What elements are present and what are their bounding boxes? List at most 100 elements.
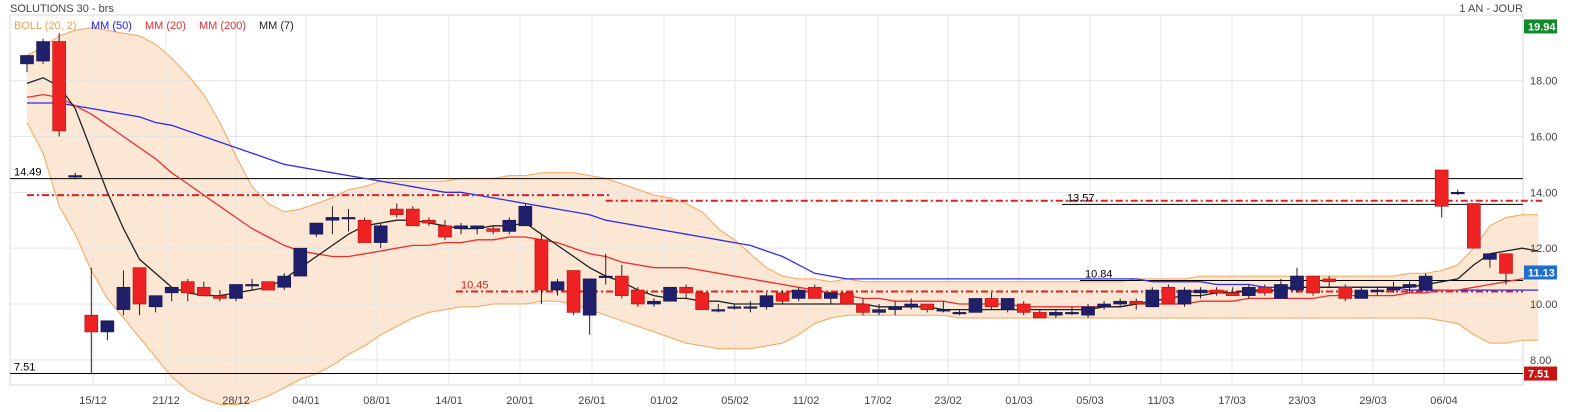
bollinger-upper-line: [26, 27, 1539, 283]
candle-body: [116, 286, 131, 310]
candle-body: [1467, 203, 1481, 249]
candle-body: [52, 41, 66, 132]
price-tag-label-1: 11.13: [1528, 267, 1555, 279]
price-tag-2: [1524, 366, 1557, 381]
candle-body: [1177, 289, 1192, 305]
candle-body: [1434, 169, 1449, 207]
candle-body: [1016, 303, 1031, 313]
candle-body: [1065, 312, 1079, 315]
x-tick-label-9: 05/02: [721, 395, 749, 407]
candle-body: [293, 247, 308, 277]
candle-body: [1483, 253, 1497, 260]
legend-item-3: MM (200): [199, 20, 246, 32]
candle-body: [695, 292, 709, 310]
candle-body: [856, 303, 870, 313]
x-tick-label-2: 28/12: [222, 395, 250, 407]
candle-body: [1258, 286, 1272, 294]
y-tick-label-0: 8.00: [1530, 355, 1551, 367]
candle-body: [261, 281, 275, 291]
candle-body: [1145, 289, 1160, 308]
y-tick-label-3: 14.00: [1530, 187, 1558, 199]
candle-body: [1338, 286, 1353, 299]
x-tick-label-10: 11/02: [793, 395, 820, 407]
candle-body: [711, 309, 726, 312]
candle-body: [824, 292, 838, 299]
candle-body: [1241, 286, 1256, 296]
candle-body: [1081, 306, 1095, 316]
candle-body: [100, 320, 115, 333]
candle-body: [1402, 284, 1417, 288]
candle-body: [486, 228, 501, 232]
candle-body: [807, 286, 822, 299]
candle-body: [727, 306, 742, 309]
candle-body: [936, 309, 951, 312]
instrument-title: SOLUTIONS 30 - brs: [10, 3, 114, 15]
candle-body: [1306, 275, 1320, 294]
candle-body: [406, 208, 420, 227]
candle-body: [791, 289, 806, 299]
x-tick-label-6: 20/01: [506, 395, 534, 407]
candle-body: [1370, 289, 1385, 292]
price-tag-label-2: 7.51: [1528, 369, 1549, 381]
x-tick-label-4: 08/01: [363, 395, 391, 407]
candle-body: [1274, 284, 1288, 299]
candle-body: [229, 284, 243, 299]
candle-body: [904, 303, 918, 308]
candle-body: [952, 312, 967, 315]
bollinger-lower-line: [26, 122, 1539, 405]
level-label-1: 7.51: [14, 362, 35, 374]
candle-body: [984, 298, 999, 308]
candle-body: [615, 275, 629, 296]
candle-body: [1322, 278, 1336, 282]
level-label-3: 10.84: [1085, 269, 1113, 281]
price-tag-1: [1524, 265, 1557, 280]
candle-body: [663, 286, 677, 302]
candle-body: [872, 309, 886, 313]
candle-body: [566, 270, 581, 313]
candle-body: [775, 292, 790, 302]
y-tick-label-4: 16.00: [1530, 131, 1558, 143]
candle-body: [1386, 286, 1401, 291]
x-tick-label-8: 01/02: [650, 395, 678, 407]
candle-body: [438, 225, 452, 238]
candle-body: [309, 222, 324, 235]
candle-body: [245, 284, 259, 287]
candle-body: [1450, 192, 1465, 195]
x-tick-label-11: 17/02: [864, 395, 892, 407]
candle-body: [840, 292, 854, 305]
x-tick-label-16: 17/03: [1218, 395, 1246, 407]
candle-body: [679, 286, 693, 294]
candle-body: [132, 267, 147, 305]
y-tick-label-2: 12.00: [1530, 243, 1558, 255]
candle-body: [1129, 300, 1144, 305]
candle-body: [389, 208, 404, 215]
y-tick-label-5: 18.00: [1530, 76, 1558, 88]
x-tick-label-7: 26/01: [578, 395, 606, 407]
candle-body: [743, 306, 758, 309]
candle-body: [197, 286, 211, 296]
x-tick-label-13: 01/03: [1005, 395, 1033, 407]
candle-body: [1097, 303, 1111, 308]
candle-body: [1418, 275, 1433, 291]
candle-body: [373, 225, 388, 243]
candle-body: [84, 314, 99, 333]
candle-body: [1290, 275, 1304, 291]
candle-body: [148, 295, 163, 308]
x-tick-label-12: 23/02: [934, 395, 962, 407]
candle-body: [213, 295, 227, 299]
candle-body: [968, 298, 983, 313]
level-label-0: 14.49: [14, 167, 42, 179]
candle-body: [68, 175, 83, 178]
candle-body: [502, 219, 517, 232]
candle-body: [164, 286, 179, 294]
candle-body: [1049, 312, 1063, 316]
candle-body: [598, 275, 613, 278]
candle-body: [647, 300, 661, 305]
candle-body: [277, 275, 292, 288]
price-tag-label-0: 19.94: [1528, 21, 1556, 33]
candle-body: [1354, 289, 1369, 299]
candle-body: [422, 219, 436, 224]
candle-body: [1000, 298, 1015, 310]
